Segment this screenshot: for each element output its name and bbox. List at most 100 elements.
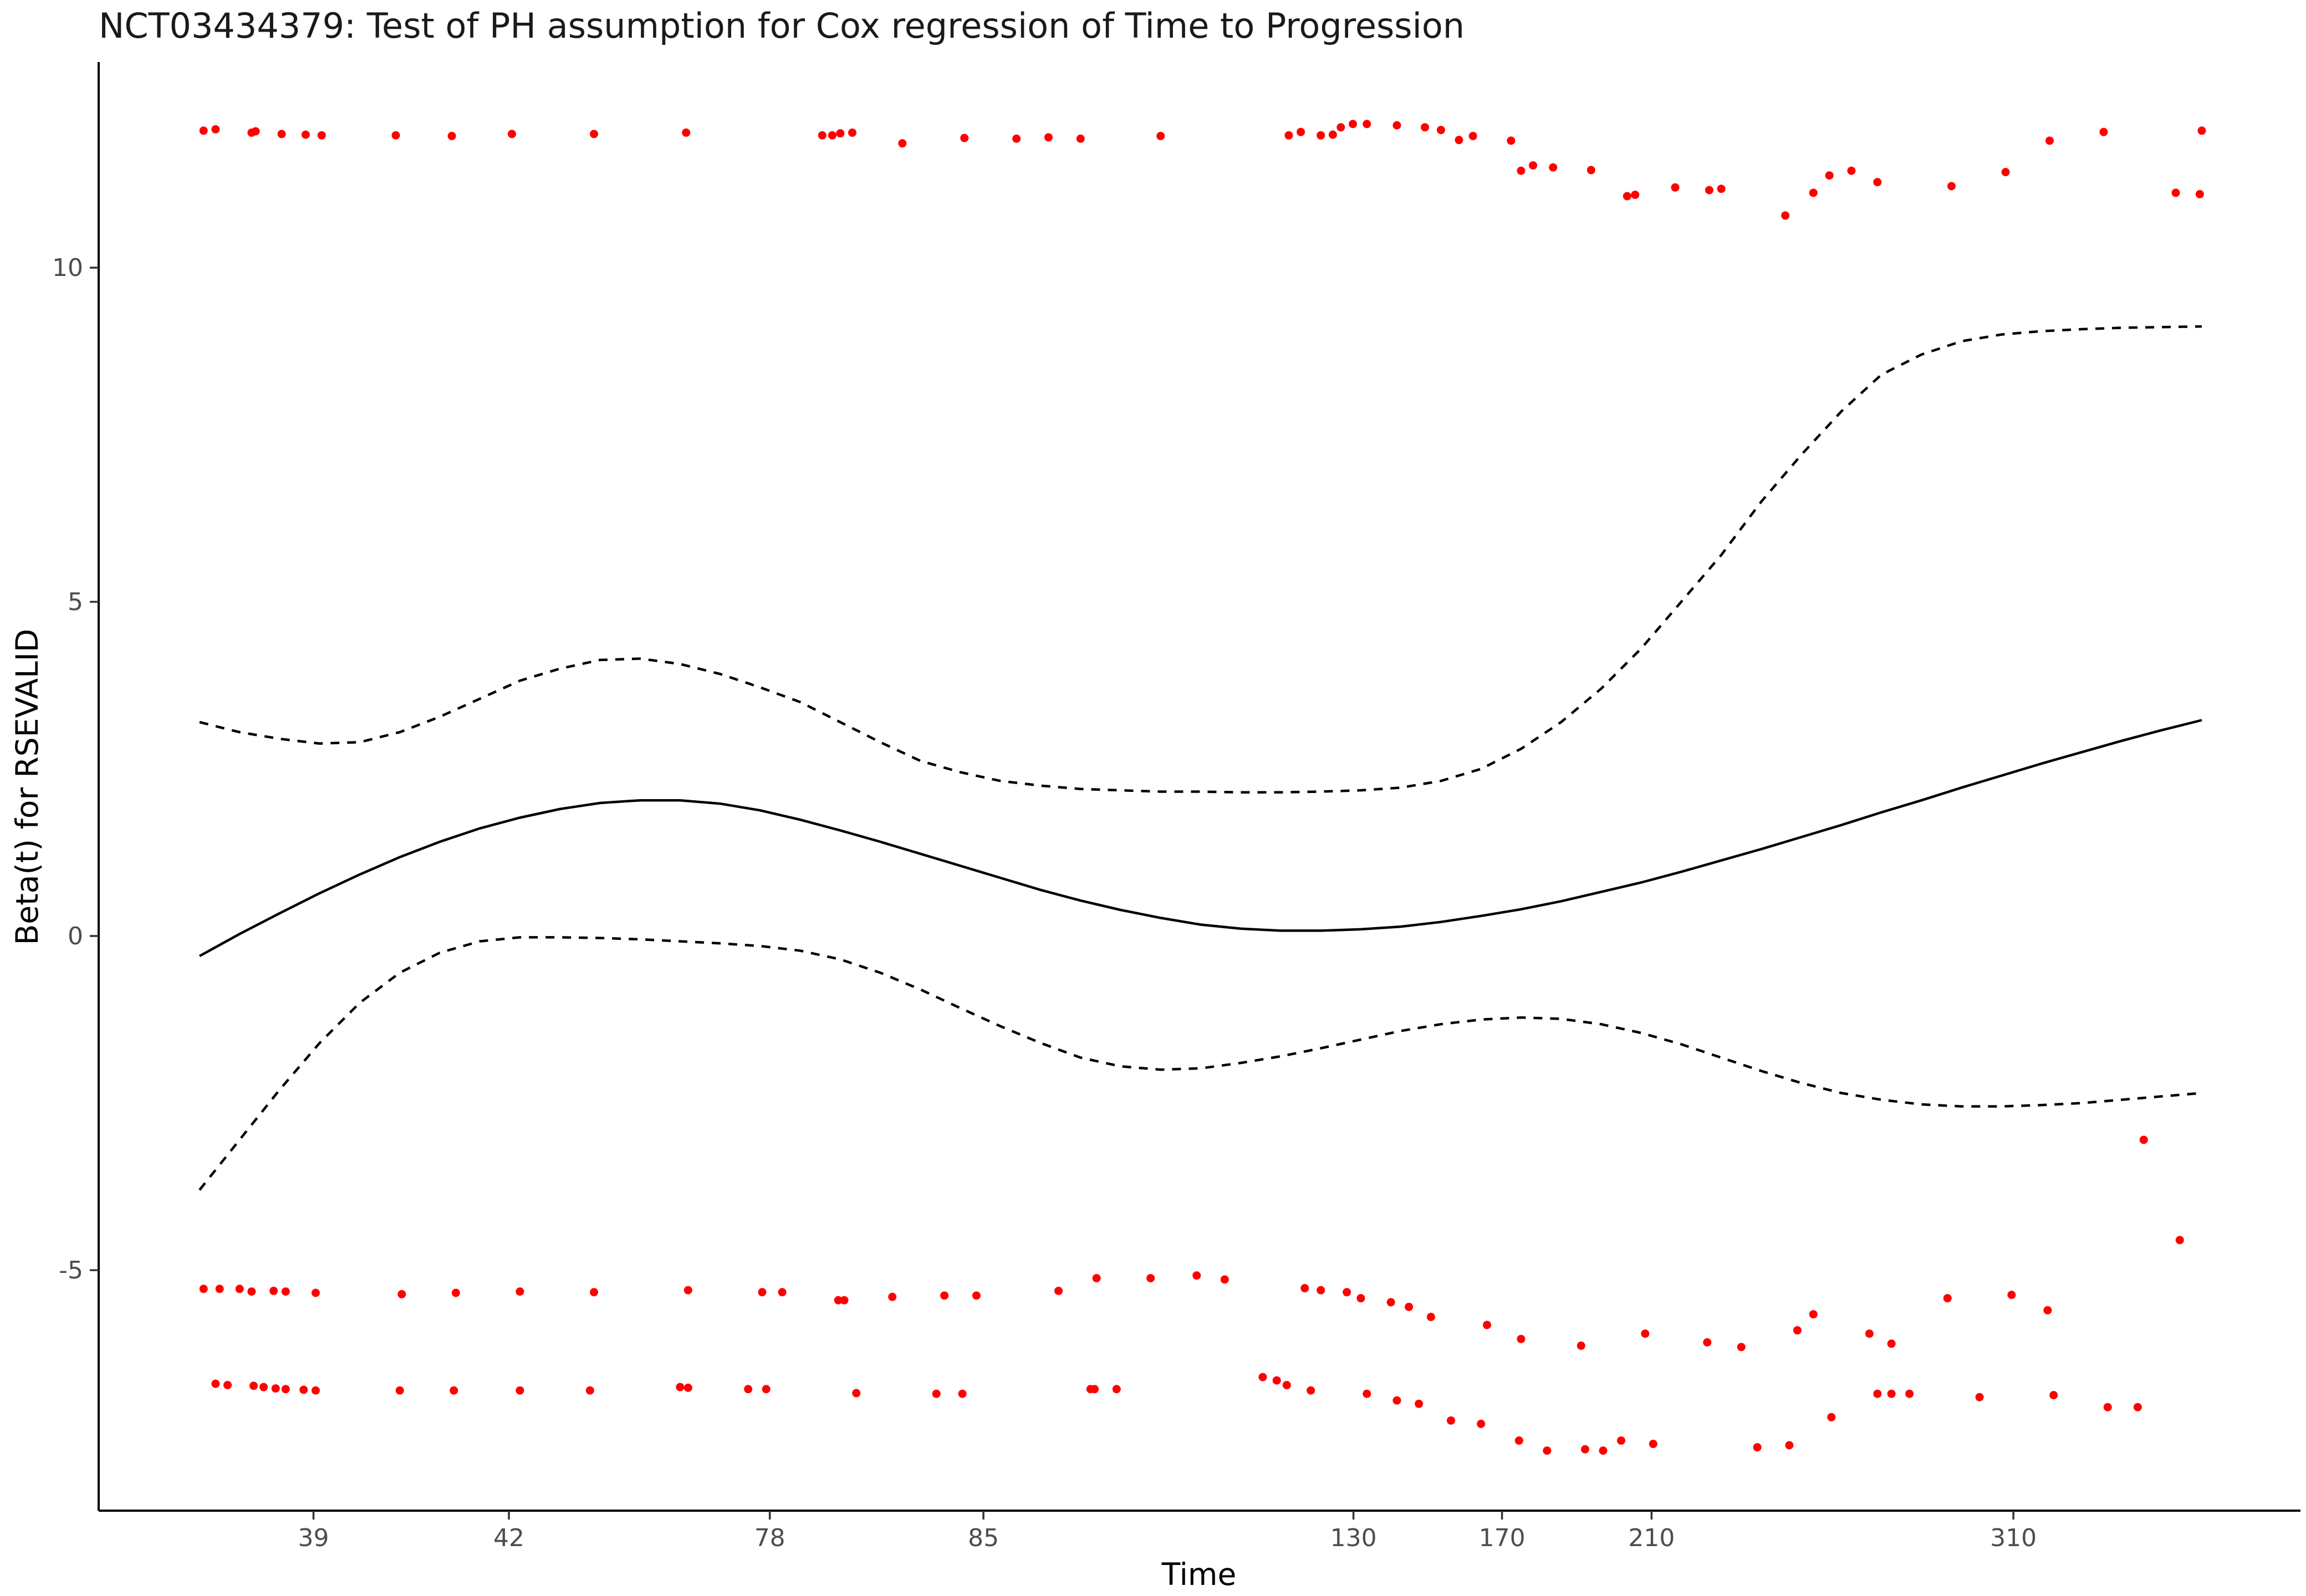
residual-point (451, 1288, 460, 1297)
residual-point (1809, 1310, 1818, 1319)
residual-point (447, 131, 456, 140)
residual-point (1012, 134, 1021, 143)
residual-point (391, 131, 400, 140)
residual-point (281, 1385, 290, 1394)
residual-point (1054, 1286, 1063, 1295)
residual-point (1343, 1288, 1351, 1297)
residual-point (1514, 1436, 1523, 1445)
residual-point (590, 130, 599, 139)
residual-point (1793, 1326, 1802, 1335)
residual-point (1737, 1343, 1746, 1352)
residual-point (1529, 161, 1538, 170)
residual-point (1586, 166, 1595, 175)
residual-point (1975, 1393, 1984, 1401)
residual-point (848, 128, 857, 137)
x-tick-label: 170 (1479, 1524, 1526, 1552)
residual-point (450, 1386, 458, 1395)
residual-point (211, 1379, 220, 1388)
residual-point (1112, 1385, 1121, 1394)
residual-point (834, 1296, 843, 1305)
residual-point (682, 128, 691, 137)
confidence-band-line (199, 325, 2202, 794)
residual-point (1943, 1294, 1952, 1303)
residual-point (259, 1383, 268, 1392)
residual-point (2195, 190, 2204, 198)
residual-point (1827, 1413, 1836, 1421)
residual-point (1258, 1373, 1267, 1382)
y-tick-label: 0 (68, 922, 83, 950)
residual-point (2007, 1291, 2016, 1300)
residual-point (898, 139, 907, 148)
residual-point (215, 1285, 224, 1293)
residual-point (1317, 131, 1325, 140)
residual-point (1809, 188, 1818, 197)
residual-point (840, 1296, 849, 1305)
residual-point (2133, 1403, 2142, 1411)
residual-point (507, 130, 516, 139)
residual-point (762, 1385, 771, 1394)
residual-point (960, 134, 969, 142)
residual-point (1468, 131, 1477, 140)
residual-point (2045, 136, 2054, 145)
residual-point (683, 1286, 692, 1295)
residual-point (247, 1287, 256, 1296)
residual-point (1300, 1284, 1309, 1293)
residual-point (1905, 1389, 1914, 1398)
residual-point (1887, 1389, 1896, 1398)
x-tick-label: 310 (1990, 1524, 2037, 1552)
residual-point (1623, 192, 1631, 201)
residual-point (1328, 130, 1337, 139)
residual-point (1753, 1443, 1762, 1452)
residual-point (1386, 1298, 1395, 1307)
residual-point (1873, 178, 1882, 187)
x-tick-label: 210 (1628, 1524, 1675, 1552)
residual-point (836, 129, 845, 138)
residual-point (2171, 188, 2180, 197)
residual-point (1447, 1416, 1455, 1425)
residual-point (2099, 127, 2108, 136)
residual-point (1887, 1339, 1896, 1348)
residual-point (1317, 1286, 1325, 1295)
residual-point (683, 1383, 692, 1392)
residual-point (199, 1285, 208, 1293)
x-tick-label: 39 (298, 1524, 329, 1552)
residual-point (1781, 211, 1790, 220)
residual-point (1477, 1419, 1486, 1428)
residual-point (972, 1291, 981, 1300)
residual-point (2001, 168, 2010, 177)
residual-point (744, 1385, 753, 1394)
residual-point (1421, 123, 1430, 132)
residual-point (235, 1285, 244, 1293)
x-tick-label: 78 (754, 1524, 785, 1552)
residual-point (1581, 1445, 1590, 1454)
residual-point (1455, 136, 1463, 145)
residual-point (778, 1288, 787, 1297)
residual-point (1436, 126, 1445, 135)
residual-point (271, 1384, 280, 1393)
residual-point (1220, 1275, 1229, 1284)
residual-point (1284, 131, 1293, 140)
residual-point (1649, 1440, 1657, 1449)
residual-point (590, 1288, 599, 1297)
residual-point (852, 1389, 861, 1398)
residual-point (1641, 1329, 1650, 1338)
residual-point (211, 125, 220, 134)
beta-fit-line (198, 719, 2202, 958)
residual-point (1865, 1329, 1874, 1338)
residual-point (888, 1292, 897, 1301)
residual-point (1192, 1271, 1201, 1280)
residual-point (1517, 166, 1526, 175)
residual-point (1272, 1376, 1281, 1385)
x-tick-label: 42 (493, 1524, 524, 1552)
residual-point (1146, 1273, 1155, 1282)
residual-point (1785, 1441, 1794, 1450)
residual-point (199, 126, 208, 135)
residual-point (1363, 120, 1371, 129)
residual-point (2197, 126, 2206, 135)
residual-point (2103, 1403, 2112, 1411)
chart-title: NCT03434379: Test of PH assumption for C… (99, 6, 1465, 46)
residual-point (1415, 1399, 1424, 1408)
residual-point (1156, 131, 1165, 140)
residual-point (1092, 1273, 1101, 1282)
